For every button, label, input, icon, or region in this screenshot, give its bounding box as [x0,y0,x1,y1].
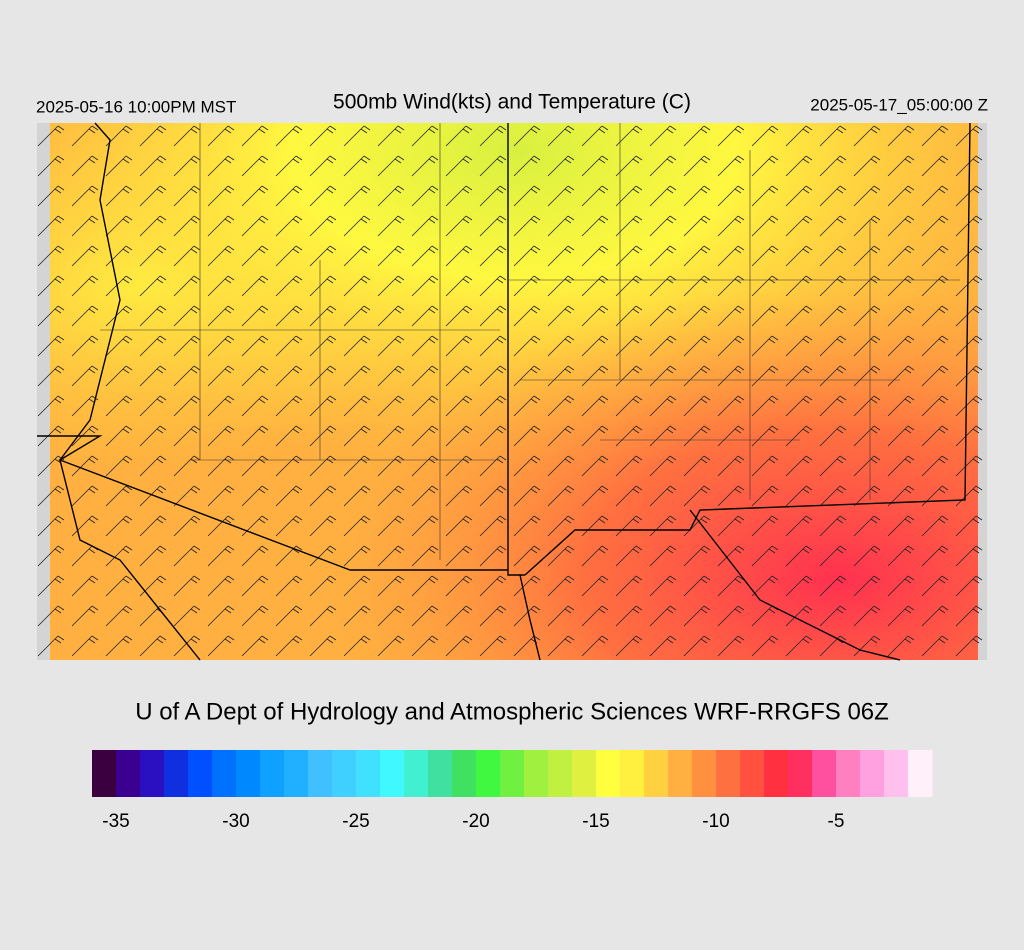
colorbar-swatch [740,750,765,797]
wind-barbs [37,123,987,660]
colorbar-swatch [884,750,909,797]
colorbar-tick-label: -20 [462,811,489,832]
colorbar-swatch [380,750,405,797]
colorbar-swatch [164,750,189,797]
colorbar-swatch [284,750,309,797]
colorbar-swatch [404,750,429,797]
colorbar-swatch [308,750,333,797]
borders [37,122,971,661]
colorbar-swatch [476,750,501,797]
county-lines [100,123,960,560]
colorbar-swatch [572,750,597,797]
colorbar-swatch [644,750,669,797]
colorbar-swatch [548,750,573,797]
colorbar-swatch [116,750,141,797]
colorbar-tick-label: -10 [702,811,729,832]
colorbar-swatch [812,750,837,797]
colorbar-swatch [140,750,165,797]
colorbar-swatch [188,750,213,797]
colorbar-swatch [428,750,453,797]
colorbar-swatch [788,750,813,797]
colorbar-tick-label: -25 [342,811,369,832]
colorbar-swatch [356,750,381,797]
map-title: 500mb Wind(kts) and Temperature (C) [333,91,691,114]
colorbar-swatch [860,750,885,797]
colorbar-swatch [236,750,261,797]
colorbar-swatch [716,750,741,797]
colorbar-swatch [620,750,645,797]
colorbar-swatch [908,750,933,797]
colorbar-swatch [452,750,477,797]
colorbar-tick-label: -35 [102,811,129,832]
colorbar-swatch [332,750,357,797]
colorbar-swatch [92,750,117,797]
colorbar-swatch [836,750,861,797]
valid-time: 2025-05-17_05:00:00 Z [810,95,988,114]
colorbar-swatch [212,750,237,797]
colorbar-swatch [764,750,789,797]
credit: U of A Dept of Hydrology and Atmospheric… [135,698,889,725]
colorbar-tick-label: -30 [222,811,249,832]
colorbar-tick-label: -15 [582,811,609,832]
colorbar-swatch [596,750,621,797]
colorbar-swatch [260,750,285,797]
colorbar-swatch [692,750,717,797]
colorbar-swatch [524,750,549,797]
local-time: 2025-05-16 10:00PM MST [36,97,236,116]
colorbar-tick-label: -5 [828,811,845,832]
colorbar: -35 -30 -25 -20 -15 -10 -5 [92,750,933,832]
colorbar-swatch [500,750,525,797]
map [37,122,987,661]
colorbar-swatch [668,750,693,797]
